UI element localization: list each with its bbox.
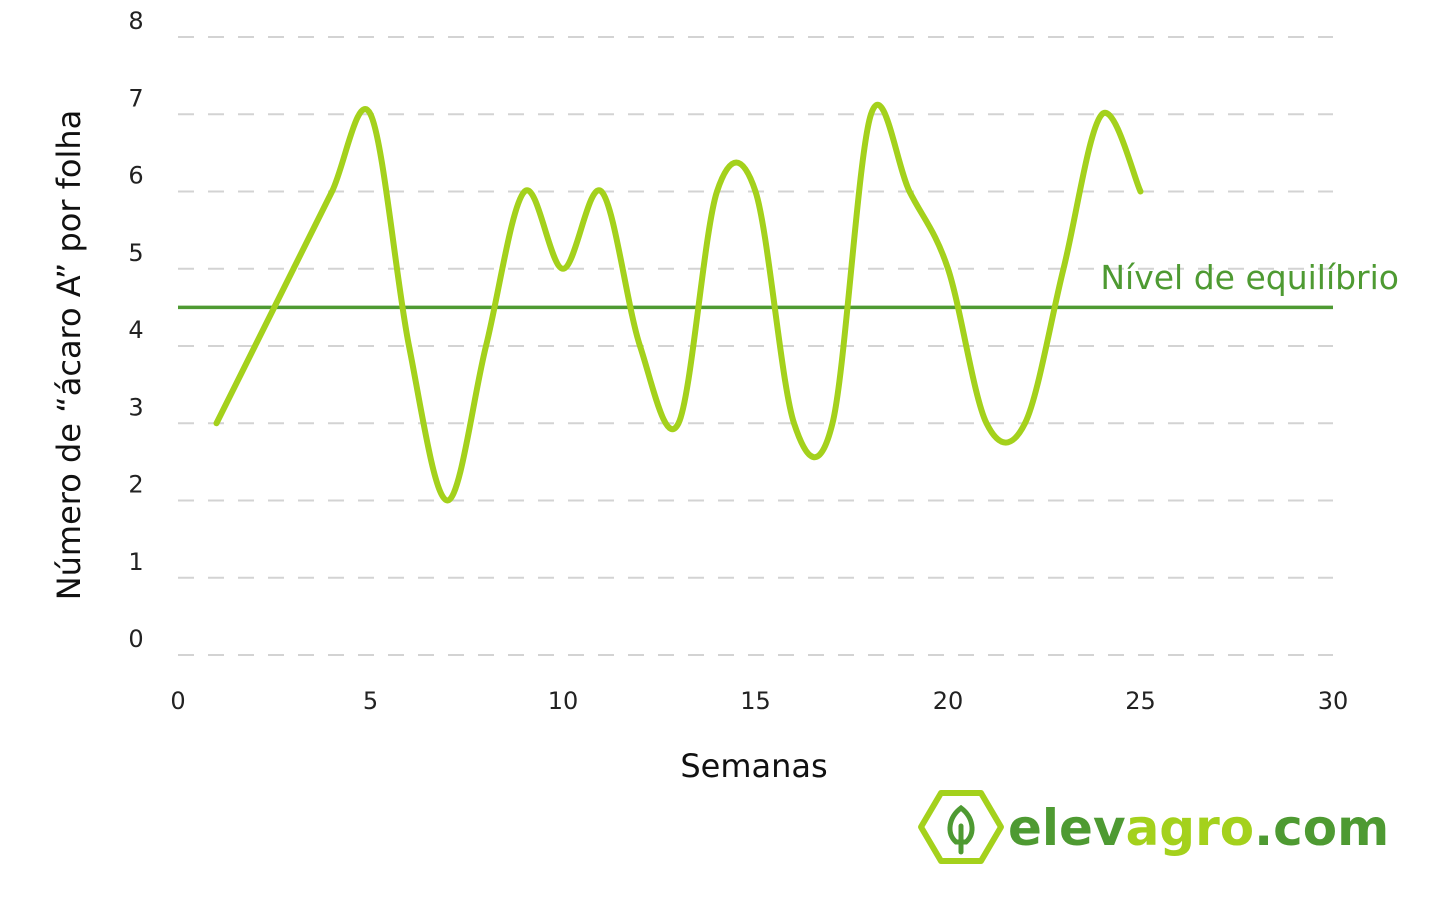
x-tick-label: 30 (1318, 687, 1349, 715)
y-tick-label: 0 (128, 625, 143, 653)
y-axis-title: Número de “ácaro A” por folha (50, 110, 88, 601)
x-tick-labels: 0 5 10 15 20 25 30 (170, 687, 1348, 715)
logo: elevagro.com (918, 790, 1389, 864)
x-tick-label: 10 (548, 687, 579, 715)
leaf-hexagon-icon (918, 790, 1004, 864)
y-tick-label: 2 (128, 471, 143, 499)
y-tick-label: 8 (128, 7, 143, 35)
equilibrium-label: Nível de equilíbrio (1100, 258, 1399, 297)
series-line (213, 101, 1144, 504)
x-tick-label: 15 (740, 687, 771, 715)
y-tick-label: 3 (128, 393, 143, 421)
y-tick-labels: 0 1 2 3 4 5 6 7 8 (128, 7, 143, 653)
y-tick-label: 6 (128, 162, 143, 190)
x-tick-label: 20 (933, 687, 964, 715)
y-tick-label: 4 (128, 316, 143, 344)
x-axis-title: Semanas (680, 747, 827, 785)
x-tick-label: 25 (1125, 687, 1156, 715)
y-tick-label: 7 (128, 84, 143, 112)
y-tick-label: 1 (128, 548, 143, 576)
y-tick-label: 5 (128, 239, 143, 267)
grid-lines (178, 36, 1333, 656)
x-tick-label: 5 (363, 687, 378, 715)
logo-text: elevagro.com (1008, 799, 1389, 857)
x-tick-label: 0 (170, 687, 185, 715)
